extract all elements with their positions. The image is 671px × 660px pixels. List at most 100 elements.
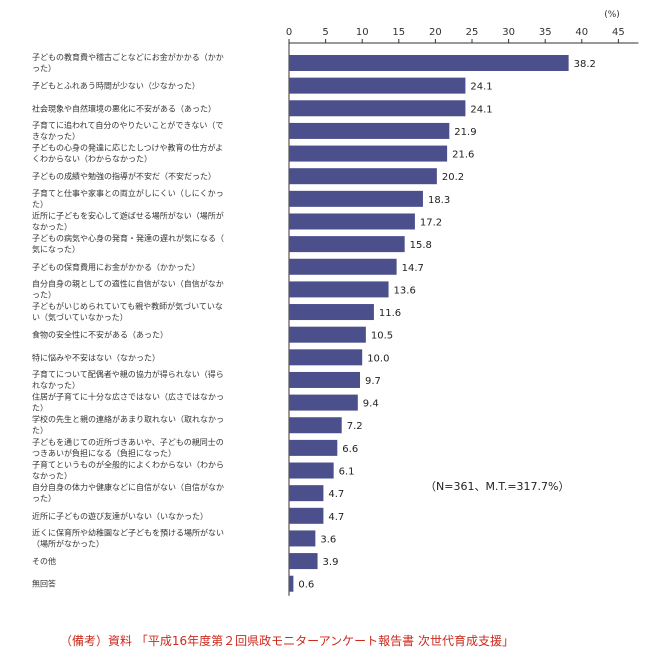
data-label: 0.6 (298, 580, 314, 591)
data-label: 17.2 (420, 217, 442, 228)
bar (289, 304, 374, 321)
data-label: 21.9 (454, 127, 476, 138)
category-label: た） (32, 200, 48, 209)
bar (289, 77, 466, 94)
data-label: 7.2 (347, 421, 363, 432)
category-label: 自分自身の体力や健康などに自信がない（自信がなか (32, 482, 224, 492)
x-tick-label: 10 (356, 27, 369, 38)
category-label: った） (32, 64, 56, 73)
category-label: なかった） (32, 472, 72, 481)
category-label: 子どもの心身の発達に応じたしつけや教育の仕方がよ (32, 143, 223, 153)
category-label: 学校の先生と親の連絡があまり取れない（取れなかっ (32, 414, 224, 424)
category-label: った） (32, 494, 56, 503)
bar (289, 439, 338, 456)
data-label: 24.1 (470, 104, 492, 115)
category-label: 子どもの病気や心身の発育・発達の遅れが気になる（ (32, 233, 224, 243)
data-label: 13.6 (394, 285, 416, 296)
bar (289, 190, 423, 207)
bar (289, 236, 405, 253)
category-label: なかった） (32, 222, 72, 231)
category-label: くわからない（わからなかった） (32, 155, 152, 164)
category-label: 子育てに追われて自分のやりたいことができない（で (32, 120, 223, 130)
bar (289, 281, 389, 298)
x-tick-label: 45 (612, 27, 625, 38)
bar (289, 349, 363, 366)
bar (289, 485, 324, 502)
category-label: た） (32, 426, 48, 435)
data-label: 38.2 (574, 59, 596, 70)
data-label: 11.6 (379, 308, 401, 319)
category-label: 社会現象や自然環境の悪化に不安がある（あった） (32, 103, 216, 113)
bar (289, 55, 569, 71)
x-tick-label: 25 (466, 27, 479, 38)
category-label: 子どもの教育費や稽古ごとなどにお金がかかる（かか (32, 52, 224, 62)
bar (289, 575, 294, 592)
category-label: 子育てについて配偶者や親の協力が得られない（得ら (32, 369, 224, 379)
data-label: 18.3 (428, 195, 450, 206)
category-label: つきあいが負担になる（負担になった） (32, 448, 176, 458)
bars: 38.2 24.1 24.1 21.9 21.6 20.2 18.3 17.2 15.8 14.7… (289, 55, 596, 592)
x-tick-label: 30 (502, 27, 515, 38)
category-label: った） (32, 290, 56, 299)
unit-label: (%) (604, 10, 620, 20)
category-label: （場所がなかった） (32, 538, 104, 548)
data-label: 9.4 (363, 399, 379, 410)
data-label: 20.2 (442, 172, 464, 183)
bar (289, 326, 366, 343)
data-label: 6.6 (342, 444, 358, 455)
bar (289, 417, 342, 434)
category-label: 子育てというものが全般的によくわからない（わから (32, 460, 224, 470)
data-label: 10.5 (371, 331, 393, 342)
bar (289, 213, 415, 230)
data-label: 3.9 (323, 557, 339, 568)
category-label: 子どもがいじめられていても親や教師が気づいていな (32, 301, 223, 311)
bar (289, 122, 450, 139)
data-label: 15.8 (410, 240, 432, 251)
bar (289, 507, 324, 524)
category-label: い（気づいていなかった） (32, 312, 128, 322)
category-label: た） (32, 404, 48, 413)
data-label: 9.7 (365, 376, 381, 387)
category-labels: 子どもの教育費や稽古ごとなどにお金がかかる（かかった） 子どもとふれあう時間が少な… (32, 52, 224, 589)
data-label: 21.6 (452, 150, 474, 161)
category-label: 食物の安全性に不安がある（あった） (32, 330, 168, 340)
data-label: 24.1 (470, 82, 492, 93)
bar (289, 100, 466, 117)
bar (289, 168, 437, 185)
data-label: 10.0 (367, 353, 389, 364)
category-label: きなかった） (32, 132, 80, 141)
x-tick-label: 5 (322, 27, 328, 38)
category-label: 子育てと仕事や家事との両立がしにくい（しにくかっ (32, 188, 224, 198)
bar (289, 530, 316, 547)
sample-size-note: （N=361、M.T.=317.7%） (425, 480, 570, 493)
data-label: 6.1 (339, 467, 355, 478)
bar (289, 371, 361, 388)
bar (289, 394, 358, 411)
bar (289, 258, 397, 275)
category-label: 無回答 (32, 579, 56, 589)
category-label: 自分自身の親としての適性に自信がない（自信がなか (32, 278, 224, 288)
category-label: れなかった） (32, 381, 80, 390)
category-label: 子どもの成績や勉強の指導が不安だ（不安だった） (32, 171, 216, 181)
bar (289, 462, 334, 479)
category-label: 住居が子育てに十分な広さではない（広さではなかっ (32, 392, 224, 402)
category-label: 近所に子どもの遊び友達がいない（いなかった） (32, 511, 208, 521)
data-label: 3.6 (320, 534, 336, 545)
x-tick-label: 0 (286, 27, 292, 38)
data-label: 4.7 (328, 512, 344, 523)
category-label: 特に悩みや不安はない（なかった） (32, 352, 160, 362)
bar (289, 145, 448, 162)
x-tick-label: 15 (392, 27, 405, 38)
category-label: その他 (32, 556, 56, 566)
data-label: 4.7 (328, 489, 344, 500)
bar (289, 553, 318, 570)
category-label: 子どもの保育費用にお金がかかる（かかった） (32, 262, 200, 272)
data-label: 14.7 (402, 263, 424, 274)
x-tick-label: 40 (575, 27, 588, 38)
category-label: 気になった） (32, 244, 80, 254)
x-tick-label: 20 (429, 27, 442, 38)
category-label: 近所に子どもを安心して遊ばせる場所がない（場所が (32, 210, 224, 220)
x-tick-label: 35 (539, 27, 552, 38)
source-note: （備考）資料 「平成16年度第２回県政モニターアンケート報告書 次世代育成支援」 (60, 633, 514, 648)
